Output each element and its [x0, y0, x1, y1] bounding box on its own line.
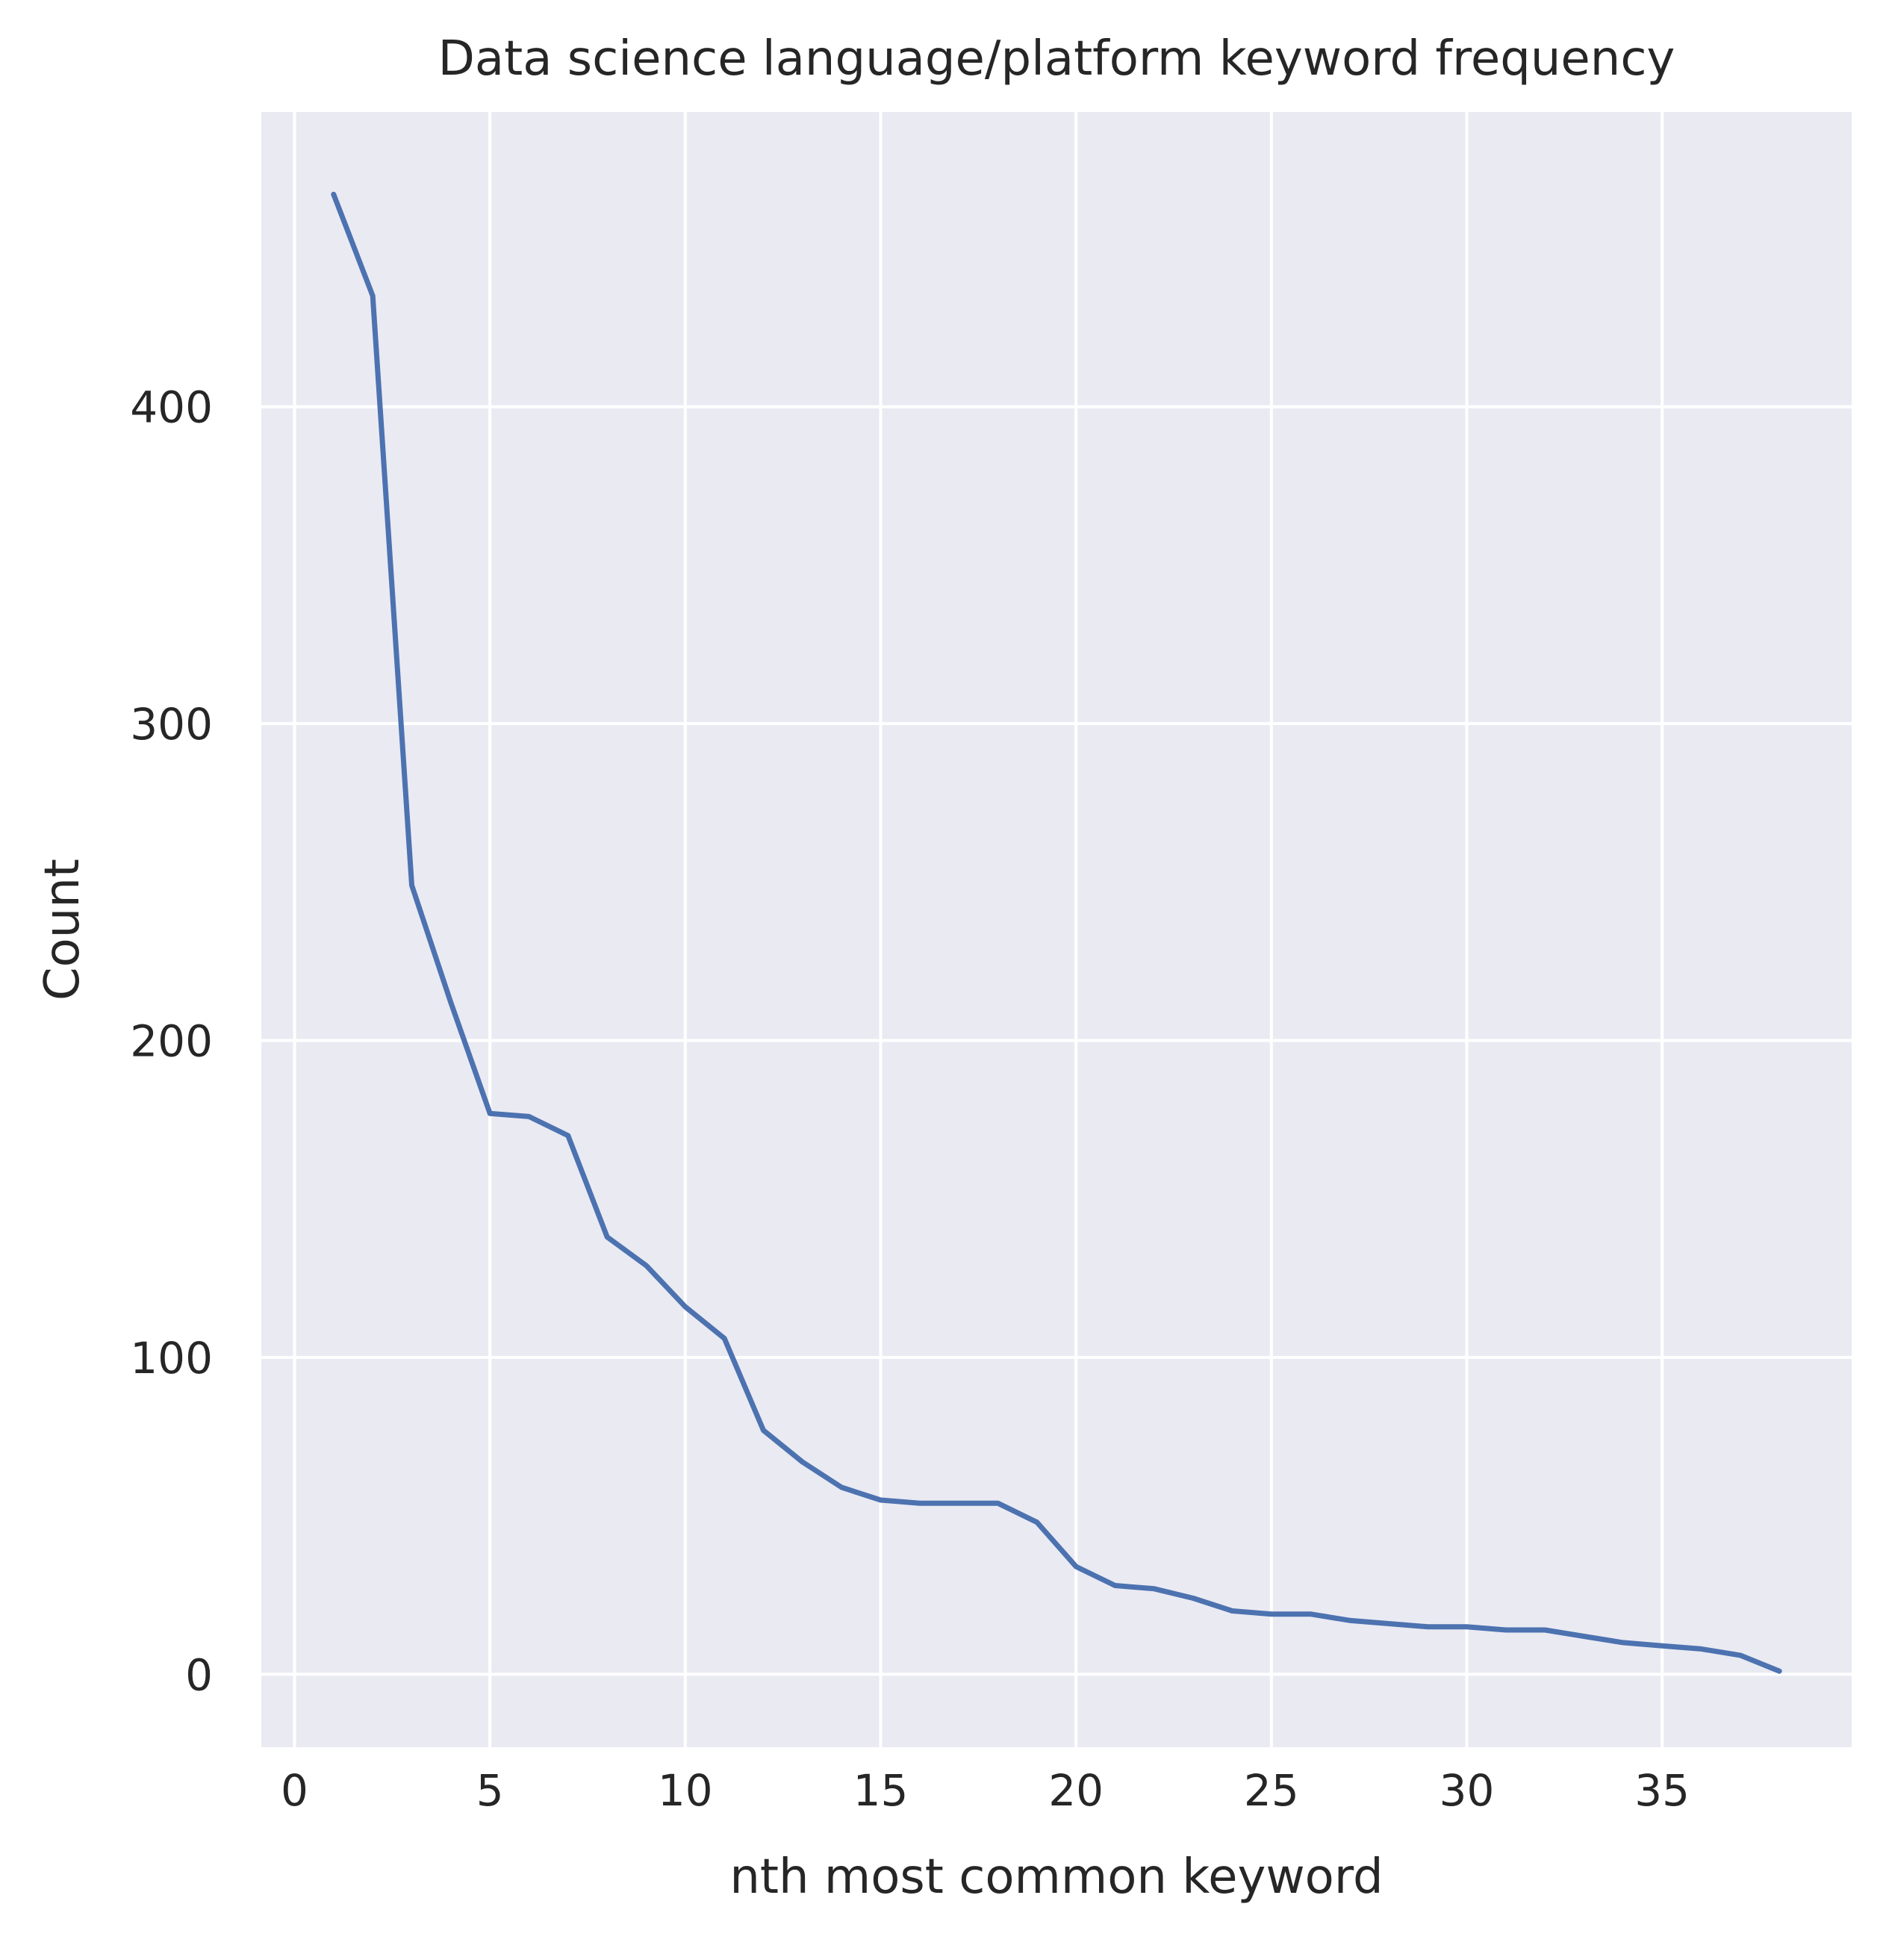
- x-tick-label: 25: [1244, 1765, 1299, 1816]
- y-axis-label: Count: [35, 859, 90, 1001]
- x-tick-label: 5: [476, 1765, 504, 1816]
- x-tick-labels: 0 5 10 15 20 25 30 35: [281, 1765, 1690, 1816]
- y-tick-label: 0: [185, 1649, 213, 1700]
- x-axis-label: nth most common keyword: [729, 1849, 1383, 1905]
- y-tick-label: 400: [130, 382, 213, 433]
- line-layer: [331, 191, 1782, 1674]
- series-line: [331, 191, 1782, 1674]
- x-tick-label: 15: [853, 1765, 909, 1816]
- plot-area: [261, 112, 1852, 1747]
- x-tick-label: 0: [281, 1765, 308, 1816]
- y-tick-label: 100: [130, 1333, 213, 1384]
- y-tick-label: 300: [130, 699, 213, 750]
- x-tick-label: 20: [1048, 1765, 1104, 1816]
- chart-title: Data science language/platform keyword f…: [438, 31, 1675, 87]
- y-tick-label: 200: [130, 1016, 213, 1067]
- x-tick-label: 35: [1634, 1765, 1690, 1816]
- grid-layer: [261, 112, 1852, 1747]
- x-tick-label: 30: [1440, 1765, 1495, 1816]
- y-tick-labels: 0 100 200 300 400: [130, 382, 213, 1701]
- x-tick-label: 10: [658, 1765, 713, 1816]
